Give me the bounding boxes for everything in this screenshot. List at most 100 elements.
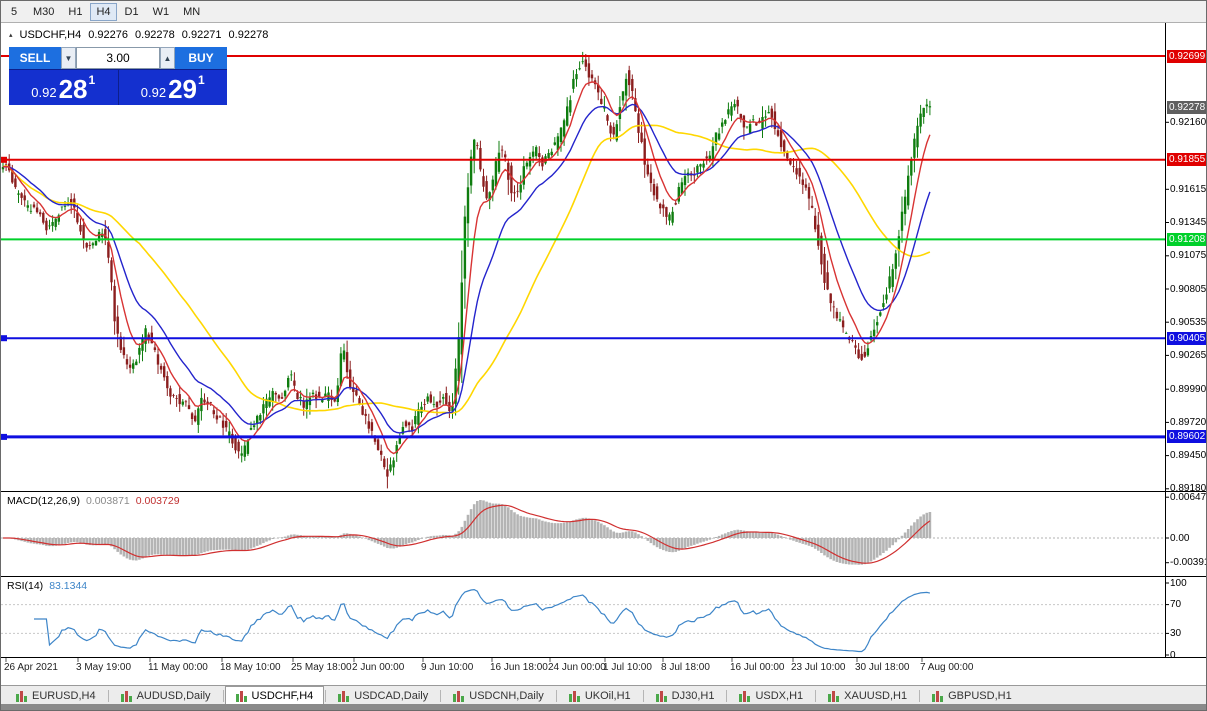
price-level-badge: 0.89602 [1167,430,1206,444]
time-axis-label: 8 Jul 18:00 [661,662,710,673]
tab-separator [440,690,442,702]
tab-separator [642,690,644,702]
price-level-badge: 0.91855 [1167,153,1206,167]
price-level-badge: 0.92699 [1167,49,1206,63]
tab-label: EURUSD,H4 [32,690,96,702]
rsi-scale-label: 0 [1170,649,1176,661]
high-value: 0.92278 [135,29,175,41]
mini-chart-icon [16,690,27,702]
main-chart-pane[interactable] [1,51,1165,489]
price-scale-label: 0.89180 [1170,483,1207,495]
chart-tab-audusd[interactable]: AUDUSD,Daily [110,686,222,706]
sell-button[interactable]: SELL [9,47,61,69]
rsi-scale-label: 100 [1170,577,1187,589]
macd-scale-label: 0.00647 [1170,491,1207,503]
price-level-badge: 0.90405 [1167,331,1206,345]
timeframe-m30[interactable]: M30 [27,3,60,21]
chart-tab-gbpusd[interactable]: GBPUSD,H1 [921,686,1023,706]
price-level-badge: 0.91208 [1167,232,1206,246]
close-value: 0.92278 [228,29,269,41]
ask-price-point: 1 [198,73,205,87]
time-axis-label: 18 May 10:00 [220,662,281,673]
chart-tabs-bar: EURUSD,H4 AUDUSD,Daily USDCHF,H4 USDCAD,Dai… [1,685,1206,706]
volume-increase-button[interactable]: ▲ [160,47,175,69]
time-axis-label: 16 Jul 00:00 [730,662,785,673]
bid-price-prefix: 0.92 [31,85,57,100]
bid-price-display[interactable]: 0.92 28 1 [9,70,118,105]
timeframe-h4[interactable]: H4 [90,2,117,21]
tab-separator [222,690,224,702]
ask-price-pips: 29 [168,74,198,104]
rsi-title: RSI(14) [7,580,44,592]
chart-tab-eurusd[interactable]: EURUSD,H4 [5,686,107,706]
mini-chart-icon [120,690,132,702]
rsi-value: 83.1344 [49,580,88,592]
price-scale-label: 0.90535 [1170,316,1207,328]
price-scale-label: 0.90265 [1170,349,1207,361]
timeframe-5[interactable]: 5 [3,3,25,21]
chart-tab-usdchf[interactable]: USDCHF,H4 [224,686,325,706]
rsi-scale-label: 30 [1170,627,1182,639]
tab-label: USDCHF,H4 [251,690,314,702]
volume-input[interactable] [76,47,160,69]
time-axis-label: 23 Jul 10:00 [791,662,846,673]
time-axis-label: 24 Jun 00:00 [548,662,606,673]
ask-price-display[interactable]: 0.92 29 1 [118,70,227,105]
time-axis-label: 3 May 19:00 [76,662,132,673]
chart-tab-usdx[interactable]: USDX,H1 [728,686,814,706]
chart-tab-ukoil[interactable]: UKOil,H1 [558,686,642,706]
chart-tab-xauusd[interactable]: XAUUSD,H1 [817,686,918,706]
macd-pane[interactable] [1,500,1165,565]
rsi-scale-label: 70 [1170,599,1182,611]
macd-signal-value: 0.003729 [135,495,180,507]
symbol-period-label: USDCHF,H4 [19,29,82,41]
tab-separator [815,690,817,702]
time-axis-label: 1 Jul 10:00 [603,662,652,673]
tab-label: USDCAD,Daily [354,690,429,702]
open-value: 0.92276 [88,29,129,41]
time-axis-label: 25 May 18:00 [291,662,352,673]
chart-canvas[interactable] [1,1,1207,685]
mini-chart-icon [235,690,247,702]
tab-label: UKOil,H1 [584,690,631,702]
chart-tab-dj30[interactable]: DJ30,H1 [645,686,726,706]
price-scale-label: 0.89720 [1170,416,1207,428]
low-value: 0.92271 [181,29,222,41]
tab-separator [555,690,557,702]
mini-chart-icon [739,690,751,702]
volume-decrease-button[interactable]: ▼ [61,47,76,69]
chart-ohlc-header: ▴ USDCHF,H4 0.92276 0.92278 0.92271 0.92… [9,29,268,41]
time-axis[interactable]: 26 Apr 2021 3 May 19:00 11 May 00:00 18 May… [1,662,1165,678]
rsi-indicator-label: RSI(14) 83.1344 [7,580,87,592]
buy-button[interactable]: BUY [175,47,227,69]
tab-separator [107,690,109,702]
rsi-pane[interactable] [1,588,1165,653]
mini-chart-icon [568,690,580,702]
timeframe-mn[interactable]: MN [177,3,206,21]
macd-title: MACD(12,26,9) [7,495,80,507]
chart-tab-usdcnh[interactable]: USDCNH,Daily [442,686,555,706]
price-scale[interactable]: 0.92160 0.91615 0.91345 0.91075 0.90805 0.905… [1166,1,1207,685]
mini-chart-icon [655,690,667,702]
tab-label: GBPUSD,H1 [948,690,1012,702]
time-axis-label: 11 May 00:00 [148,662,208,673]
tab-separator [919,690,921,702]
timeframe-w1[interactable]: W1 [147,3,176,21]
price-scale-label: 0.91075 [1170,250,1207,262]
tab-label: USDX,H1 [755,690,804,702]
one-click-toggle-icon[interactable]: ▴ [9,32,13,39]
ask-price-prefix: 0.92 [140,85,167,100]
mini-chart-icon [453,690,465,702]
macd-scale-label: 0.00 [1170,532,1190,544]
window-bottom-edge [1,704,1206,710]
tab-label: USDCNH,Daily [469,690,544,702]
timeframe-h1[interactable]: H1 [62,3,88,21]
mini-chart-icon [932,690,944,702]
timeframe-d1[interactable]: D1 [119,3,145,21]
chart-tab-usdcad[interactable]: USDCAD,Daily [327,686,439,706]
mini-chart-icon [338,690,350,702]
time-axis-label: 7 Aug 00:00 [920,662,974,673]
tab-label: DJ30,H1 [671,690,715,702]
bid-price-point: 1 [88,73,96,87]
